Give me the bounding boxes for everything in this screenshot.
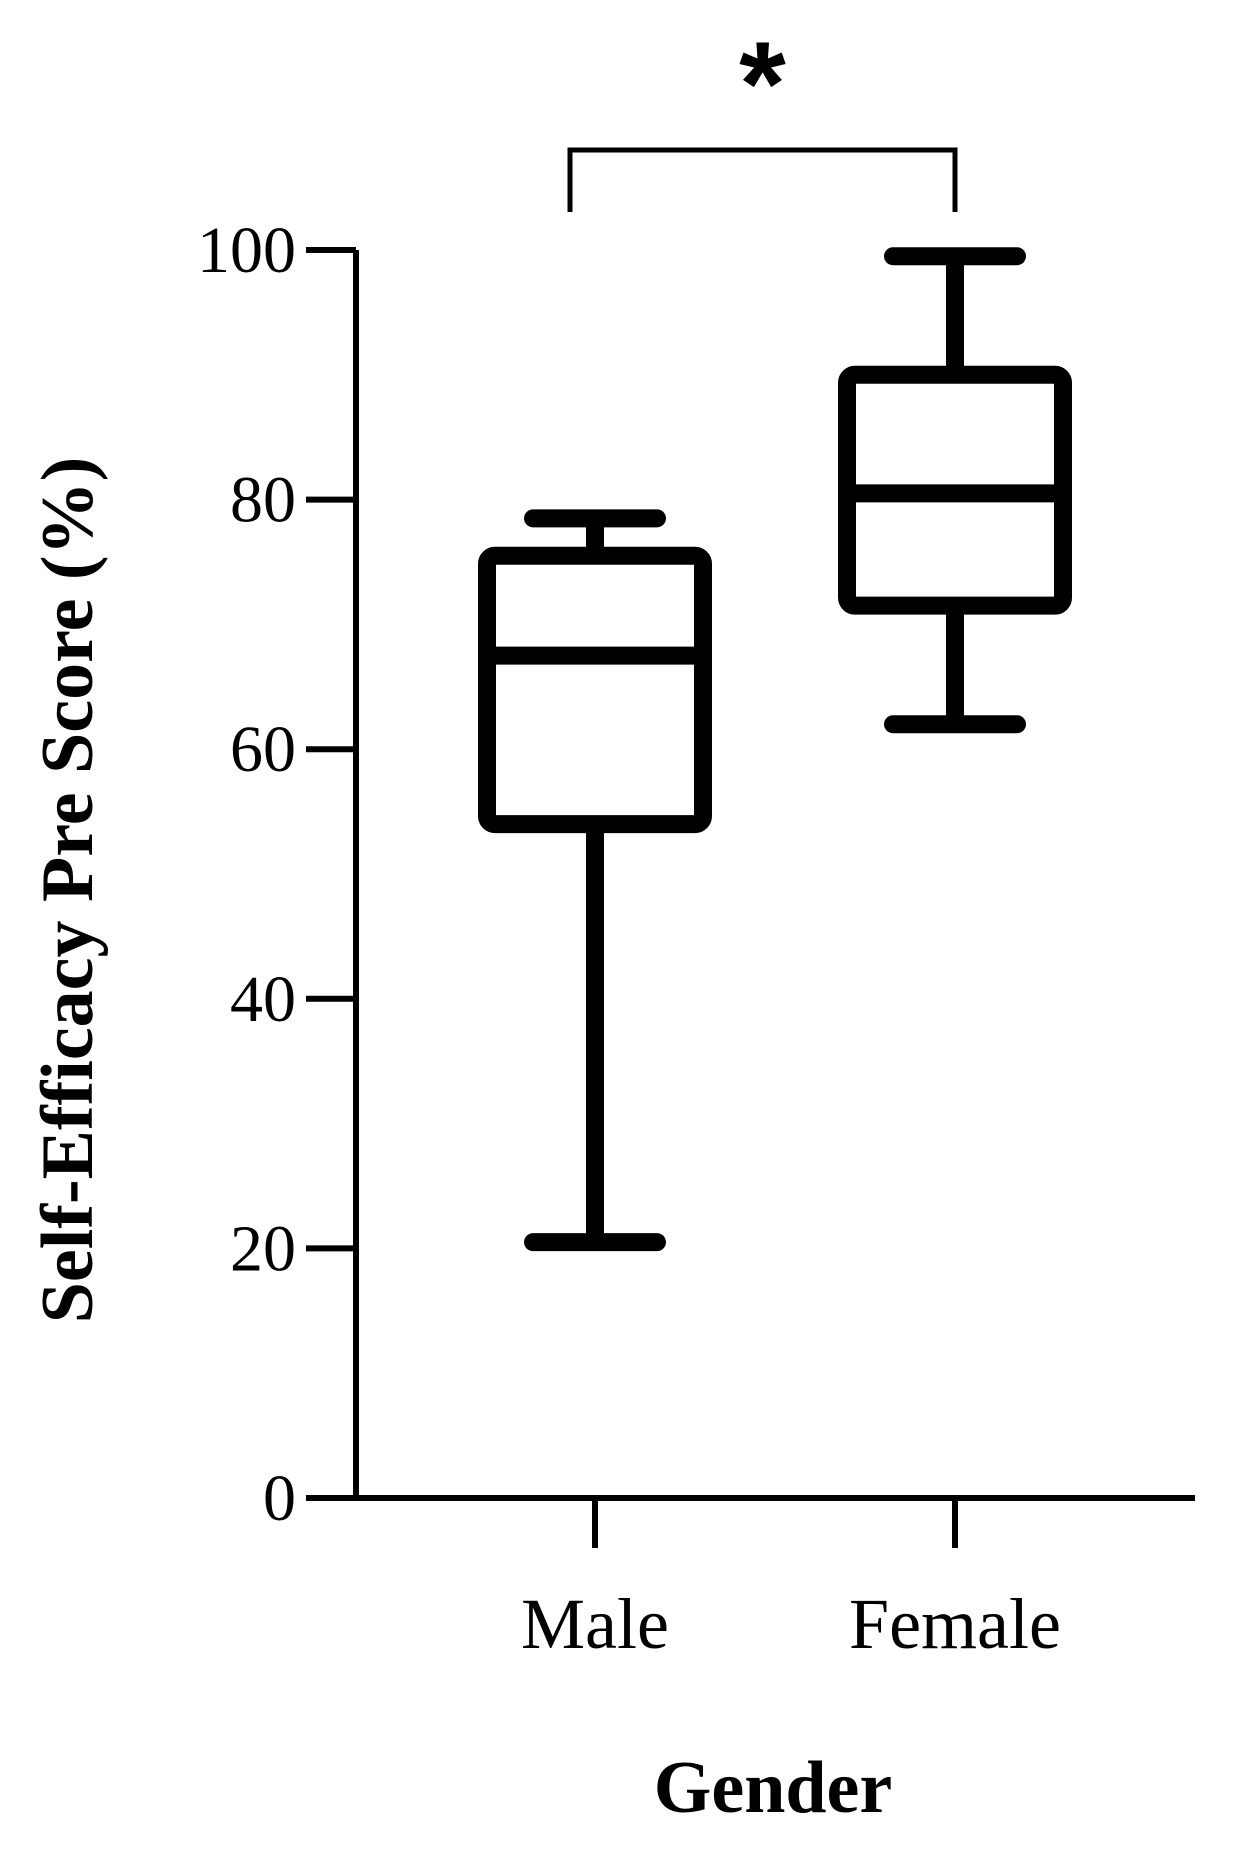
y-tick-label: 100 [197, 214, 296, 287]
x-tick-label: Female [849, 1584, 1061, 1664]
boxes [478, 247, 1072, 1252]
y-tick-label: 60 [230, 713, 296, 786]
box-female [838, 247, 1072, 734]
x-tick-label: Male [521, 1584, 669, 1664]
axes: 0 20 40 60 80 100 Male Female [197, 214, 1195, 1664]
x-axis-title: Gender [654, 1747, 892, 1829]
box-male [478, 509, 712, 1252]
significance-annotation: * [567, 17, 958, 212]
y-tick-label: 0 [263, 1462, 296, 1535]
iqr-box [478, 546, 712, 834]
significance-star: * [739, 17, 786, 151]
significance-bracket [567, 147, 958, 212]
y-tick-label: 80 [230, 464, 296, 537]
y-tick-label: 20 [230, 1212, 296, 1285]
y-axis-title: Self-Efficacy Pre Score (%) [27, 457, 109, 1323]
y-tick-label: 40 [230, 963, 296, 1036]
